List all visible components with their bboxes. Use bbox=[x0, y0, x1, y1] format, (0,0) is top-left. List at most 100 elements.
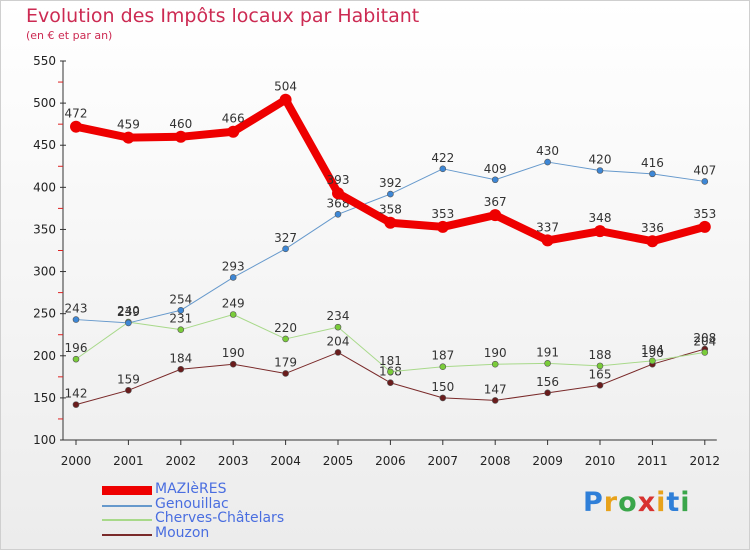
data-label: 196 bbox=[65, 341, 88, 355]
data-point bbox=[227, 125, 240, 138]
x-tick-label: 2007 bbox=[428, 454, 459, 468]
data-point bbox=[122, 131, 135, 144]
data-label: 190 bbox=[222, 346, 245, 360]
data-point bbox=[384, 216, 397, 229]
data-label: 337 bbox=[536, 220, 559, 234]
data-label: 472 bbox=[65, 107, 88, 121]
logo-letter: t bbox=[666, 487, 681, 518]
x-tick-label: 2000 bbox=[61, 454, 92, 468]
logo-letter: i bbox=[680, 487, 691, 518]
data-point bbox=[491, 176, 499, 184]
data-label: 416 bbox=[641, 156, 664, 170]
data-point bbox=[439, 394, 447, 402]
x-tick-label: 2012 bbox=[690, 454, 721, 468]
data-label: 190 bbox=[484, 346, 507, 360]
legend-swatch bbox=[102, 533, 152, 536]
data-label: 179 bbox=[274, 355, 297, 369]
legend-swatch bbox=[102, 519, 152, 521]
legend-label: Mouzon bbox=[155, 524, 210, 541]
data-label: 422 bbox=[431, 151, 454, 165]
data-label: 353 bbox=[431, 207, 454, 221]
data-label: 336 bbox=[641, 221, 664, 235]
data-point bbox=[541, 234, 554, 247]
y-tick-label: 550 bbox=[33, 54, 56, 68]
data-label: 407 bbox=[693, 163, 716, 177]
data-point bbox=[72, 316, 80, 323]
data-point bbox=[177, 326, 185, 333]
data-label: 147 bbox=[484, 382, 507, 396]
data-label: 181 bbox=[379, 354, 402, 368]
data-point bbox=[229, 360, 237, 368]
data-point bbox=[125, 319, 132, 327]
logo-letter: r bbox=[603, 487, 619, 518]
data-point bbox=[334, 210, 342, 218]
logo-letter: x bbox=[637, 487, 657, 518]
data-point bbox=[229, 311, 237, 318]
data-label: 188 bbox=[589, 348, 612, 362]
data-point bbox=[72, 401, 80, 408]
y-tick-label: 350 bbox=[33, 222, 56, 236]
data-label: 190 bbox=[641, 346, 664, 360]
data-label: 504 bbox=[274, 80, 297, 94]
data-point bbox=[439, 363, 447, 371]
data-point bbox=[701, 178, 709, 185]
data-label: 208 bbox=[693, 331, 716, 345]
data-point bbox=[229, 274, 237, 281]
y-tick-label: 500 bbox=[33, 96, 56, 110]
x-tick-label: 2001 bbox=[113, 454, 144, 468]
data-label: 150 bbox=[431, 380, 454, 394]
x-tick-label: 2005 bbox=[323, 454, 354, 468]
data-label: 220 bbox=[274, 321, 297, 335]
legend-label: MAZIèRES bbox=[155, 481, 227, 497]
x-tick-label: 2004 bbox=[270, 454, 301, 468]
data-point bbox=[439, 165, 447, 173]
data-label: 249 bbox=[222, 297, 245, 311]
data-label: 254 bbox=[169, 292, 192, 306]
data-point bbox=[174, 130, 187, 143]
data-point bbox=[646, 235, 659, 248]
data-point bbox=[70, 120, 82, 133]
data-label: 191 bbox=[536, 345, 559, 359]
y-tick-label: 400 bbox=[33, 180, 56, 194]
data-point bbox=[125, 387, 132, 394]
data-point bbox=[594, 225, 606, 238]
y-tick-label: 150 bbox=[33, 391, 56, 405]
y-tick-label: 200 bbox=[33, 349, 56, 363]
legend-label: Genouillac bbox=[155, 495, 229, 512]
data-label: 204 bbox=[693, 334, 716, 348]
data-label: 187 bbox=[431, 349, 454, 363]
data-label: 409 bbox=[484, 162, 507, 176]
x-tick-label: 2009 bbox=[532, 454, 563, 468]
data-point bbox=[177, 365, 185, 373]
data-point bbox=[491, 360, 499, 368]
data-point bbox=[596, 381, 604, 389]
data-label: 239 bbox=[117, 305, 140, 319]
data-label: 184 bbox=[169, 351, 192, 365]
logo-letter: o bbox=[618, 487, 638, 518]
data-point bbox=[489, 209, 502, 222]
data-label: 165 bbox=[589, 367, 612, 381]
data-label: 159 bbox=[117, 372, 140, 386]
data-point bbox=[387, 379, 394, 387]
data-label: 358 bbox=[379, 203, 402, 217]
data-label: 234 bbox=[327, 309, 350, 323]
data-point bbox=[177, 306, 185, 314]
data-label: 392 bbox=[379, 176, 402, 190]
x-tick-label: 2010 bbox=[585, 454, 616, 468]
data-point bbox=[334, 349, 342, 356]
data-point bbox=[387, 368, 394, 376]
data-point bbox=[436, 220, 449, 233]
data-point bbox=[596, 167, 604, 174]
data-point bbox=[544, 389, 551, 397]
data-label: 393 bbox=[327, 173, 350, 187]
data-label: 156 bbox=[536, 375, 559, 389]
y-tick-label: 300 bbox=[33, 265, 56, 279]
data-point bbox=[282, 335, 289, 343]
data-label: 194 bbox=[641, 343, 664, 357]
logo-letter: i bbox=[656, 487, 667, 518]
x-tick-label: 2006 bbox=[375, 454, 406, 468]
data-label: 353 bbox=[693, 207, 716, 221]
data-label: 142 bbox=[65, 387, 88, 401]
